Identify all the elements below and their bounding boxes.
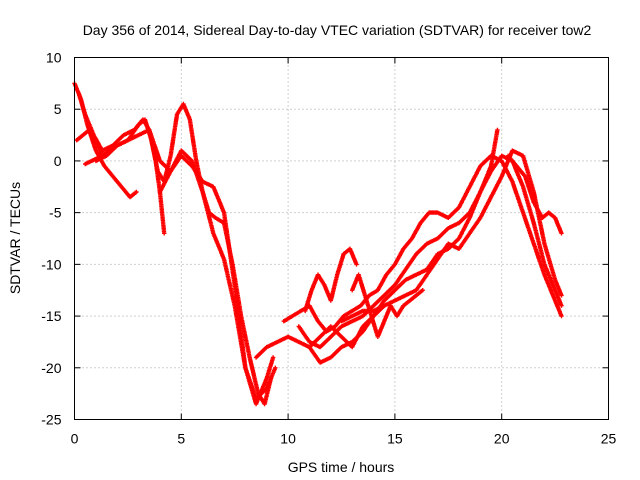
y-tick-label: -10 xyxy=(41,256,61,272)
x-axis-label: GPS time / hours xyxy=(288,459,395,475)
satellite-track-5 xyxy=(93,101,274,407)
x-tick-label: 10 xyxy=(280,431,296,447)
series-plus-markers xyxy=(350,272,425,339)
x-tick-label: 20 xyxy=(494,431,510,447)
x-tick-label: 25 xyxy=(601,431,617,447)
y-tick-label: -5 xyxy=(49,205,62,221)
y-tick-label: -25 xyxy=(41,412,61,428)
satellite-track-8 xyxy=(281,153,564,334)
satellite-track-6 xyxy=(157,148,278,401)
satellite-track-14 xyxy=(505,153,564,236)
x-tick-labels: 0 5 10 15 20 25 xyxy=(71,431,617,447)
y-tick-label: 10 xyxy=(46,50,62,66)
satellite-track-13 xyxy=(350,272,425,339)
satellite-track-12 xyxy=(303,246,359,314)
chart-title: Day 356 of 2014, Sidereal Day-to-day VTE… xyxy=(83,22,592,38)
series-track-line xyxy=(159,149,277,400)
series-plus-markers xyxy=(303,246,359,314)
satellite-track-10 xyxy=(307,127,500,365)
satellite-track-9 xyxy=(296,153,564,350)
plot-frame xyxy=(74,57,609,420)
y-tick-label: 5 xyxy=(54,101,62,117)
x-tick-label: 0 xyxy=(71,431,79,447)
series-plus-markers xyxy=(307,127,500,365)
y-tick-label: 0 xyxy=(54,153,62,169)
y-tick-label: -15 xyxy=(41,308,61,324)
series-plus-markers xyxy=(296,153,564,350)
axis-ticks xyxy=(74,57,609,420)
x-tick-label: 15 xyxy=(387,431,403,447)
x-tick-label: 5 xyxy=(177,431,185,447)
series-plus-markers xyxy=(157,148,278,401)
y-tick-label: -20 xyxy=(41,360,61,376)
grid-lines xyxy=(74,57,609,420)
y-axis-label: SDTVAR / TECUs xyxy=(7,182,23,294)
series-layer xyxy=(72,81,564,407)
y-tick-labels: -25 -20 -15 -10 -5 0 5 10 xyxy=(41,50,61,428)
series-plus-markers xyxy=(505,153,564,236)
